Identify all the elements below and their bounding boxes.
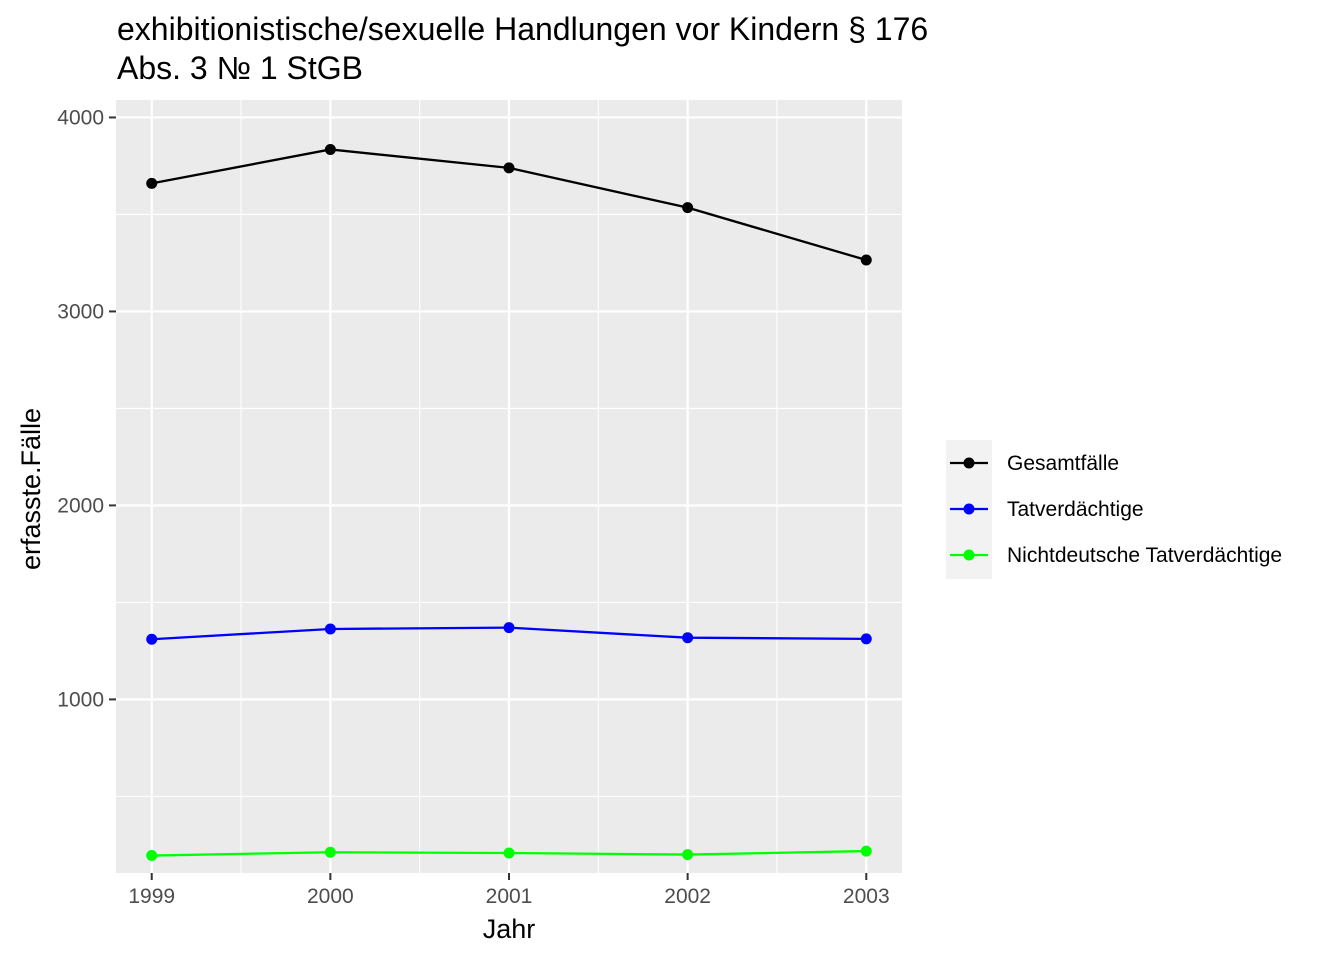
legend-label: Gesamtfälle — [1007, 452, 1119, 475]
legend-label: Tatverdächtige — [1007, 498, 1144, 521]
legend: Gesamtfälle Tatverdächtige Nichtdeutsche T… — [946, 440, 1282, 579]
series-1 — [146, 143, 872, 266]
x-axis: 1999 2000 2001 2002 2003 — [128, 873, 890, 908]
y-axis-title: erfasste.Fälle — [16, 408, 46, 570]
x-tick-label: 2003 — [843, 885, 890, 908]
legend-key-point — [963, 549, 975, 561]
series-3 — [146, 845, 872, 862]
legend-item: Nichtdeutsche Tatverdächtige — [950, 544, 1282, 567]
data-point — [860, 633, 872, 645]
y-tick-label: 2000 — [57, 494, 104, 517]
data-point — [146, 633, 158, 645]
legend-label: Nichtdeutsche Tatverdächtige — [1007, 544, 1282, 567]
data-point — [146, 850, 158, 862]
data-point — [682, 849, 694, 861]
data-point — [860, 254, 872, 266]
data-point — [324, 143, 336, 155]
data-point — [324, 846, 336, 858]
data-point — [682, 202, 694, 214]
series-layer — [146, 143, 872, 862]
data-point — [503, 162, 515, 174]
chart-title-line-2: Abs. 3 № 1 StGB — [117, 50, 363, 86]
x-tick-label: 2001 — [486, 885, 533, 908]
data-point — [682, 632, 694, 644]
data-point — [324, 623, 336, 635]
legend-item: Gesamtfälle — [950, 452, 1119, 475]
data-point — [503, 622, 515, 634]
y-tick-label: 1000 — [57, 688, 104, 711]
x-tick-label: 1999 — [128, 885, 175, 908]
data-point — [146, 177, 158, 189]
legend-item: Tatverdächtige — [950, 498, 1144, 521]
data-point — [860, 845, 872, 857]
y-axis: 1000 2000 3000 4000 — [57, 106, 116, 711]
y-tick-label: 3000 — [57, 300, 104, 323]
data-point — [503, 847, 515, 859]
major-gridlines — [116, 100, 902, 873]
y-tick-label: 4000 — [57, 106, 104, 129]
legend-key-point — [963, 457, 975, 469]
x-tick-label: 2000 — [307, 885, 354, 908]
series-2 — [146, 622, 872, 645]
legend-key-point — [963, 503, 975, 515]
x-axis-title: Jahr — [483, 914, 536, 944]
x-tick-label: 2002 — [664, 885, 711, 908]
chart-title-line-1: exhibitionistische/sexuelle Handlungen v… — [117, 11, 928, 47]
